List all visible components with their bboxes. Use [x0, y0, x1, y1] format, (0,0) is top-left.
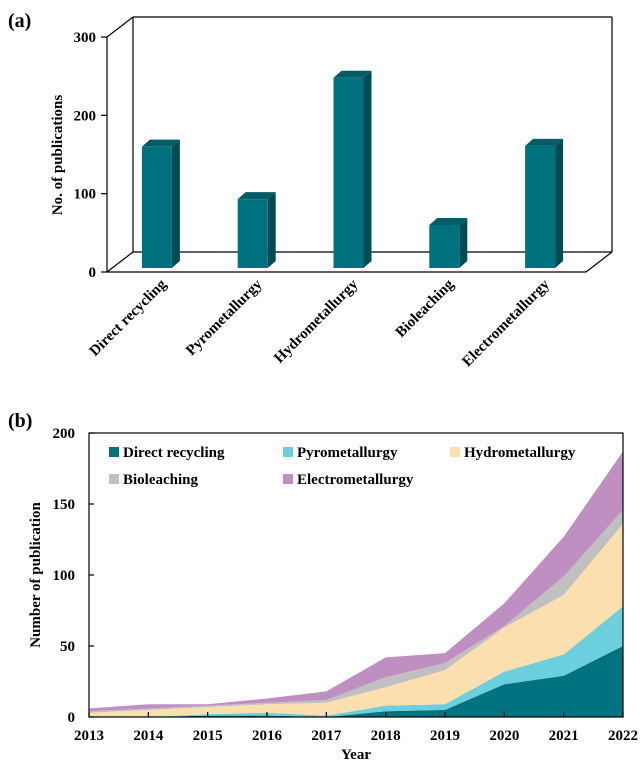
y-tick-label: 50 — [60, 639, 75, 655]
y-tick-label: 200 — [74, 108, 97, 124]
bar-front-face — [237, 199, 268, 268]
y-tick-label: 150 — [53, 497, 76, 513]
area-axis-ticks: 0 50 100 150 200 2013 2014 2015 2016 2017 2018 2019… — [53, 426, 639, 744]
bar-side-face — [555, 138, 564, 268]
x-tick-label: 2016 — [252, 728, 283, 744]
x-tick-label: 2021 — [549, 728, 579, 744]
panel-a-label: (a) — [8, 10, 31, 32]
area-chart-panel: (b) 0 50 100 150 200 2013 2014 2015 2016 2017 2018… — [8, 410, 638, 763]
bar — [237, 192, 276, 268]
panel-b-label: (b) — [8, 410, 32, 432]
frame-top-left-diagonal — [106, 16, 134, 38]
bar-y-ticks: 0 100 200 300 — [74, 30, 107, 281]
bar-top-face — [333, 70, 372, 78]
frame-floor-left-diagonal — [106, 251, 134, 273]
bar — [525, 138, 564, 268]
legend-item: Hydrometallurgy — [450, 445, 576, 461]
x-tick-label: 2020 — [489, 728, 519, 744]
legend-label: Bioleaching — [123, 472, 199, 488]
legend-item: Pyrometallurgy — [283, 445, 398, 461]
bar — [429, 218, 468, 268]
bar-top-face — [237, 192, 276, 200]
legend: Direct recycling Pyrometallurgy Hydrometal… — [109, 445, 576, 488]
bar-top-face — [429, 218, 468, 225]
x-category-label: Pyrometallurgy — [183, 276, 266, 359]
y-tick-label: 100 — [53, 568, 76, 584]
legend-swatch — [283, 474, 293, 484]
y-tick-label: 300 — [74, 30, 97, 46]
bar-x-labels: Direct recycling Pyrometallurgy Hydrometal… — [87, 276, 554, 370]
area-series — [89, 451, 623, 717]
x-tick-label: 2015 — [193, 728, 223, 744]
bar-side-face — [267, 192, 276, 268]
y-tick-label: 0 — [89, 265, 97, 281]
x-tick-label: 2013 — [74, 728, 104, 744]
x-category-label: Electrometallurgy — [459, 276, 553, 370]
bar-side-face — [459, 218, 468, 268]
legend-item: Electrometallurgy — [283, 472, 414, 488]
bar-front-face — [429, 225, 460, 268]
bar — [333, 70, 372, 268]
area-series-direct-recycling — [89, 646, 623, 717]
bar-y-axis-label: No. of publications — [50, 95, 66, 216]
bar-top-face — [141, 139, 180, 147]
bar-front-face — [525, 145, 556, 268]
area-x-axis-label: Year — [341, 747, 371, 763]
y-tick-label: 0 — [68, 710, 76, 726]
legend-swatch — [109, 447, 119, 457]
bar-chart-panel: (a) 0 100 200 300 Direct recycling Pyrometal… — [8, 10, 613, 370]
x-tick-label: 2019 — [430, 728, 460, 744]
legend-label: Hydrometallurgy — [464, 445, 576, 461]
x-category-label: Bioleaching — [393, 276, 458, 341]
x-tick-label: 2014 — [133, 728, 164, 744]
legend-label: Electrometallurgy — [297, 472, 414, 488]
legend-swatch — [450, 447, 460, 457]
legend-label: Pyrometallurgy — [297, 445, 398, 461]
legend-item: Direct recycling — [109, 445, 225, 461]
x-tick-label: 2018 — [371, 728, 401, 744]
area-y-axis-label: Number of publication — [28, 502, 44, 648]
bar-front-face — [333, 77, 364, 268]
bar-top-face — [525, 138, 564, 146]
bar-side-face — [171, 139, 180, 268]
area-series-pyrometallurgy — [89, 606, 623, 717]
area-series-hydrometallurgy — [89, 523, 623, 717]
y-tick-label: 100 — [74, 187, 97, 203]
x-tick-label: 2022 — [608, 728, 638, 744]
bar — [141, 139, 180, 268]
x-category-label: Direct recycling — [87, 276, 170, 359]
legend-label: Direct recycling — [123, 445, 225, 461]
frame-floor-right-diagonal — [585, 251, 613, 273]
x-tick-label: 2017 — [311, 728, 342, 744]
y-tick-label: 200 — [53, 426, 76, 442]
x-category-label: Hydrometallurgy — [271, 276, 361, 366]
legend-swatch — [109, 474, 119, 484]
legend-swatch — [283, 447, 293, 457]
legend-item: Bioleaching — [109, 472, 199, 488]
bar-side-face — [363, 70, 372, 268]
bar-series — [141, 70, 564, 268]
bar-front-face — [141, 146, 172, 268]
